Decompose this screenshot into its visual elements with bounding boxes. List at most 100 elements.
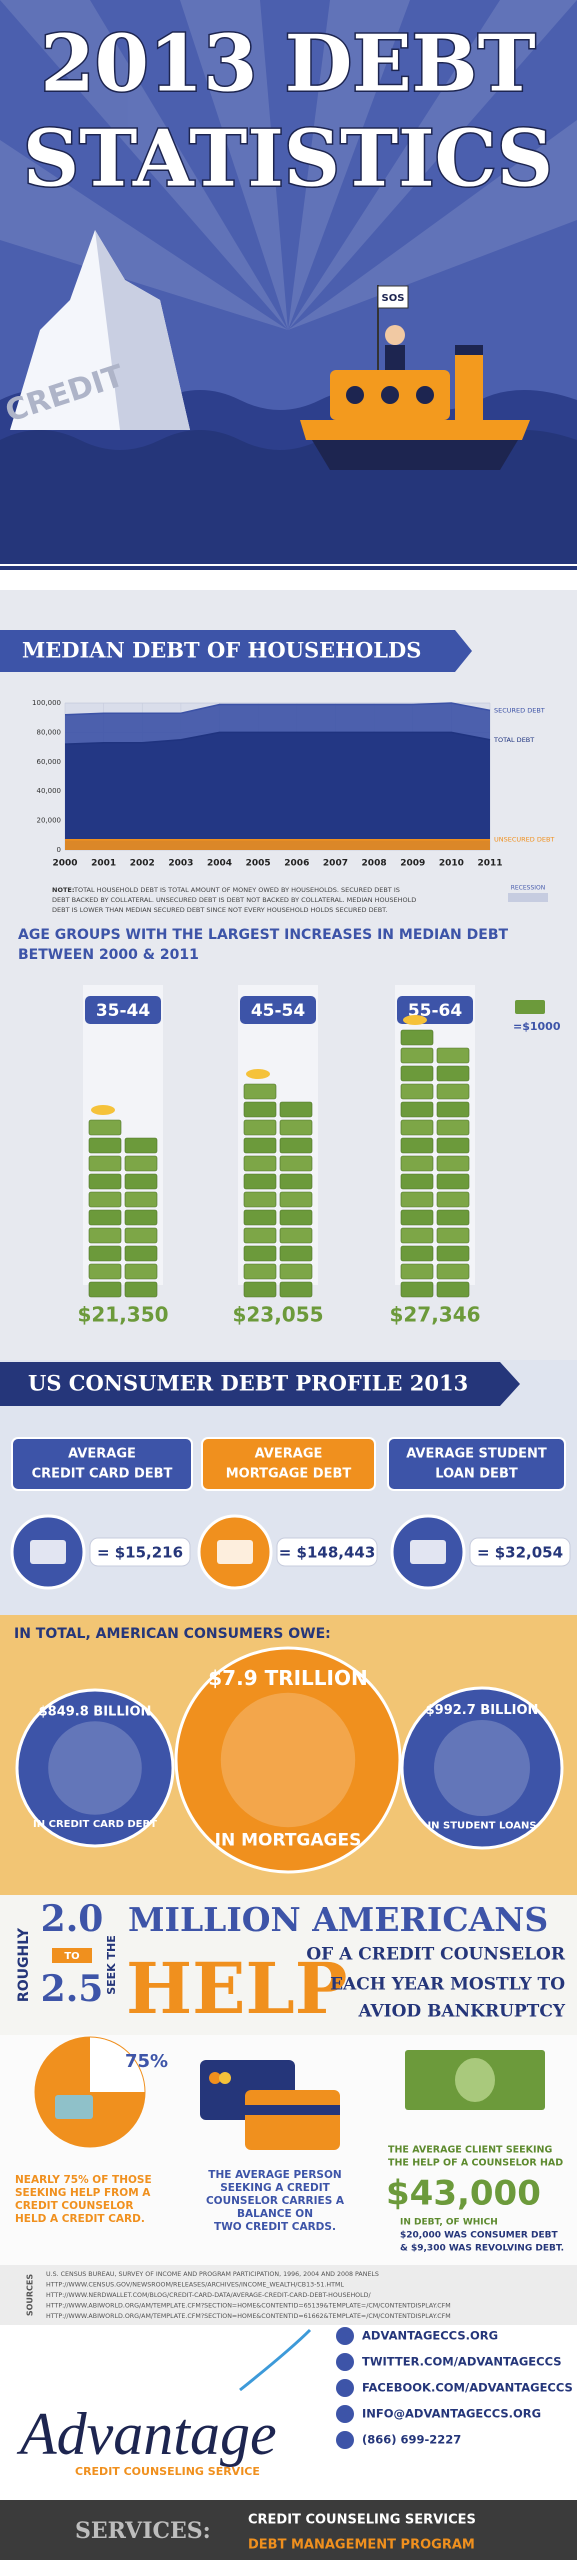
divider-line: [0, 566, 577, 570]
help-text: SEEK THE: [105, 1935, 118, 1995]
contact[interactable]: INFO@ADVANTAGECCS.ORG: [362, 2407, 541, 2421]
bill-icon: [243, 1137, 277, 1154]
x-tick-label: 2006: [284, 859, 309, 869]
captain-head: [385, 325, 405, 345]
bill-legend: [515, 1000, 545, 1014]
recession-label: RECESSION: [511, 885, 546, 892]
profile-box: [201, 1437, 376, 1491]
bill-icon: [279, 1281, 313, 1298]
bill-icon: [436, 1263, 470, 1280]
x-tick-label: 2003: [168, 859, 193, 869]
x-tick-label: 2004: [207, 859, 232, 869]
bill-icon: [124, 1155, 158, 1172]
stat-amount: $43,000: [386, 2174, 541, 2214]
bill-icon: [88, 1173, 122, 1190]
profile-amount: = $32,054: [477, 1544, 563, 1562]
bill-icon: [243, 1281, 277, 1298]
bill-icon: [279, 1119, 313, 1136]
bill-icon: [124, 1191, 158, 1208]
profile-label: LOAN DEBT: [435, 1467, 518, 1482]
area: [65, 839, 490, 850]
pie-label: 75%: [125, 2051, 168, 2072]
profile-icon-inner: [410, 1540, 446, 1564]
bill-icon: [88, 1263, 122, 1280]
bill-icon: [243, 1191, 277, 1208]
card-icon: [245, 2090, 340, 2150]
help-big: HELP: [126, 1947, 347, 2030]
bill-icon: [400, 1245, 434, 1262]
help-text: MILLION AMERICANS: [128, 1900, 548, 1939]
bill-icon: [88, 1281, 122, 1298]
bill-icon: [88, 1245, 122, 1262]
contact-icon: [336, 2353, 354, 2371]
iceberg-shade: [95, 230, 190, 430]
amount-pill: [469, 1537, 571, 1567]
total-circle: [15, 1688, 175, 1848]
title-line: 2013 DEBT: [40, 19, 535, 110]
contact-icon: [336, 2431, 354, 2449]
legend-label: UNSECURED DEBT: [494, 836, 554, 844]
ship-funnel-top: [455, 345, 483, 355]
help-text: EACH YEAR MOSTLY TO: [330, 1975, 565, 1995]
source-line: HTTP://WWW.CENSUS.GOV/NEWSROOM/RELEASES/…: [46, 2282, 344, 2289]
help-number: 2.5: [41, 1968, 104, 2010]
contact[interactable]: (866) 699-2227: [362, 2433, 461, 2447]
bill-icon: [243, 1119, 277, 1136]
total-circle: [174, 1646, 402, 1874]
y-tick-label: 20,000: [37, 817, 62, 825]
bill-icon: [400, 1065, 434, 1082]
area-line: [64, 702, 491, 716]
contact-icon: [336, 2379, 354, 2397]
total-inner: [434, 1720, 530, 1816]
note-line: DEBT IS LOWER THAN MEDIAN SECURED DEBT S…: [52, 906, 387, 914]
total-desc: IN CREDIT CARD DEBT: [33, 1819, 157, 1830]
banner: [0, 630, 472, 672]
sources-label: SOURCES: [26, 2274, 35, 2317]
source-line: U.S. CENSUS BUREAU, SURVEY OF INCOME AND…: [46, 2271, 379, 2278]
bill-icon: [400, 1119, 434, 1136]
stat-text: COUNSELOR CARRIES A: [206, 2195, 345, 2207]
area-line: [64, 731, 491, 745]
bill-icon: [400, 1029, 434, 1046]
total-desc: IN MORTGAGES: [215, 1831, 362, 1851]
bill-portrait: [455, 2058, 495, 2102]
age-label: 45-54: [251, 1001, 306, 1021]
contact[interactable]: FACEBOOK.COM/ADVANTAGECCS: [362, 2381, 573, 2395]
bill-icon: [88, 1155, 122, 1172]
bill-icon: [400, 1137, 434, 1154]
banner: [0, 1362, 520, 1406]
bill-icon: [279, 1191, 313, 1208]
bill-icon: [88, 1119, 122, 1136]
section-title: MEDIAN DEBT OF HOUSEHOLDS: [22, 638, 421, 663]
profile-label: MORTGAGE DEBT: [226, 1467, 352, 1482]
coin-icon: [403, 1015, 427, 1025]
stat-text: IN DEBT, OF WHICH: [400, 2218, 498, 2228]
note-line: DEBT BACKED BY COLLATERAL. UNSECURED DEB…: [52, 896, 416, 904]
profile-label: AVERAGE: [255, 1447, 323, 1462]
bill-icon: [436, 1227, 470, 1244]
stat-text: HELD A CREDIT CARD.: [15, 2213, 145, 2225]
contact[interactable]: TWITTER.COM/ADVANTAGECCS: [362, 2355, 562, 2369]
contact[interactable]: ADVANTAGECCS.ORG: [362, 2329, 498, 2343]
total-circle: [400, 1686, 564, 1850]
bill-icon: [279, 1263, 313, 1280]
section-bg: [0, 1895, 577, 2035]
profile-box: [11, 1437, 193, 1491]
total-inner: [48, 1721, 142, 1815]
source-line: HTTP://WWW.NERDWALLET.COM/BLOG/CREDIT-CA…: [46, 2292, 371, 2299]
stat-text: CREDIT COUNSELOR: [15, 2200, 133, 2212]
profile-items: AVERAGE CREDIT CARD DEBT = $15,216 AVERAGE M…: [10, 1437, 571, 1590]
stat-text: NEARLY 75% OF THOSE: [15, 2174, 152, 2186]
area: [65, 732, 490, 850]
bill-icon: [88, 1227, 122, 1244]
age-label-box: [240, 996, 316, 1024]
amount-pill: [276, 1537, 378, 1567]
y-tick-label: 0: [57, 846, 61, 854]
bill-icon: [436, 1119, 470, 1136]
age-amount: $21,350: [77, 1303, 168, 1327]
sources-list: U.S. CENSUS BUREAU, SURVEY OF INCOME AND…: [46, 2271, 451, 2320]
bill-icon: [400, 1227, 434, 1244]
y-tick-label: 60,000: [37, 758, 62, 766]
y-tick-label: 80,000: [37, 728, 62, 736]
